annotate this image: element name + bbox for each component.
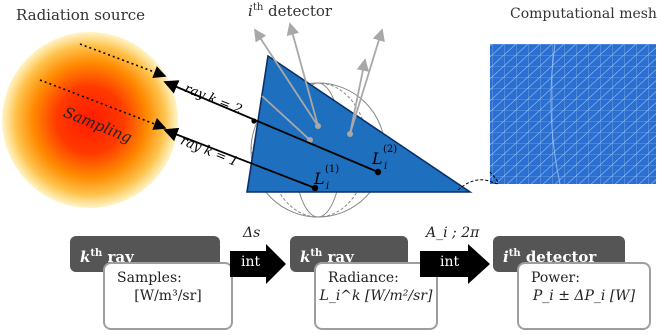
flow-step-3-label: Power: [531,270,580,286]
computational-mesh-title: Computational mesh [510,6,657,22]
ray-k1-hit-point [311,184,319,192]
ray-k2-hit-point [374,168,382,176]
flow-step-3-title-sup: th [508,248,521,259]
radiance-label-1-sub: i [326,181,329,192]
mesh-connector [457,171,499,191]
flow-step-2-title-sup: th [310,248,323,259]
radiance-label-2-sub: i [384,161,387,172]
flow-step-2-box: Radiance: L_i^k [W/m²/sr] [314,262,438,330]
radiation-source-sphere [2,32,178,208]
flow-arrow-2-top: A_i ; 2π [426,225,480,241]
flow-step-1-box: Samples: [W/m³/sr] [103,262,233,330]
radiance-label-1-sup: (1) [325,164,339,175]
flow-step-2-value: L_i^k [W/m²/sr] [319,288,433,304]
flow-step-3-title: ith detector [493,236,625,272]
radiance-label-2-base: L [371,149,383,168]
radiance-label-1-base: L [313,169,325,188]
flow-step-1-value: [W/m³/sr] [134,288,202,304]
detector-title-sup: th [252,2,264,13]
flow-step-2-title-var: k [300,248,311,266]
ray-k1-label: ray k = 1 [178,134,240,171]
scatter-points [307,123,353,143]
flow-step-3-title-var: i [503,248,509,266]
flow-arrow-1 [230,244,286,284]
ray-k2-line [163,80,379,173]
flow-step-3-box: Power: P_i ± ΔP_i [W] [517,262,651,330]
detector-title: ith detector [248,2,332,20]
flow-step-1-title-sup: th [90,248,103,259]
flow-step-1-title-var: k [80,248,91,266]
flow-arrow-1-inside: int [241,254,261,270]
radiance-label-2-sup: (2) [383,144,397,155]
radiance-label-2: L i (2) [371,144,397,172]
flow-arrow-1-top: Δs [243,225,261,241]
flow-arrow-2-inside: int [440,254,460,270]
radiance-label-1: L i (1) [313,164,339,192]
computational-mesh [490,44,656,184]
flow-step-2-title-text: ray [322,248,354,266]
sampling-line-lower [39,79,167,130]
flow-step-1-label: Samples: [117,270,182,286]
flow-step-1-title-text: ray [102,248,134,266]
radiation-source-title: Radiation source [16,6,146,24]
ray-k2-label: ray k = 2 [182,81,244,118]
flow-step-3-value: P_i ± ΔP_i [W] [532,288,636,304]
mesh-curve [550,43,561,185]
ray-k1-line [163,127,316,189]
sampling-line-upper [79,43,167,79]
detector-triangle [246,54,473,193]
flow-step-2-label: Radiance: [328,270,399,286]
ray-k2-entry-point [251,118,257,124]
detector-title-text: detector [263,2,333,20]
flow-step-3-title-text: detector [520,248,597,266]
scattered-rays [254,22,385,141]
ray-tracing-diagram: Sampling ray k = 2 ray k = 1 L i (1) L [2,22,656,218]
flow-arrow-2 [420,244,490,284]
detector-title-index: i [248,2,253,20]
